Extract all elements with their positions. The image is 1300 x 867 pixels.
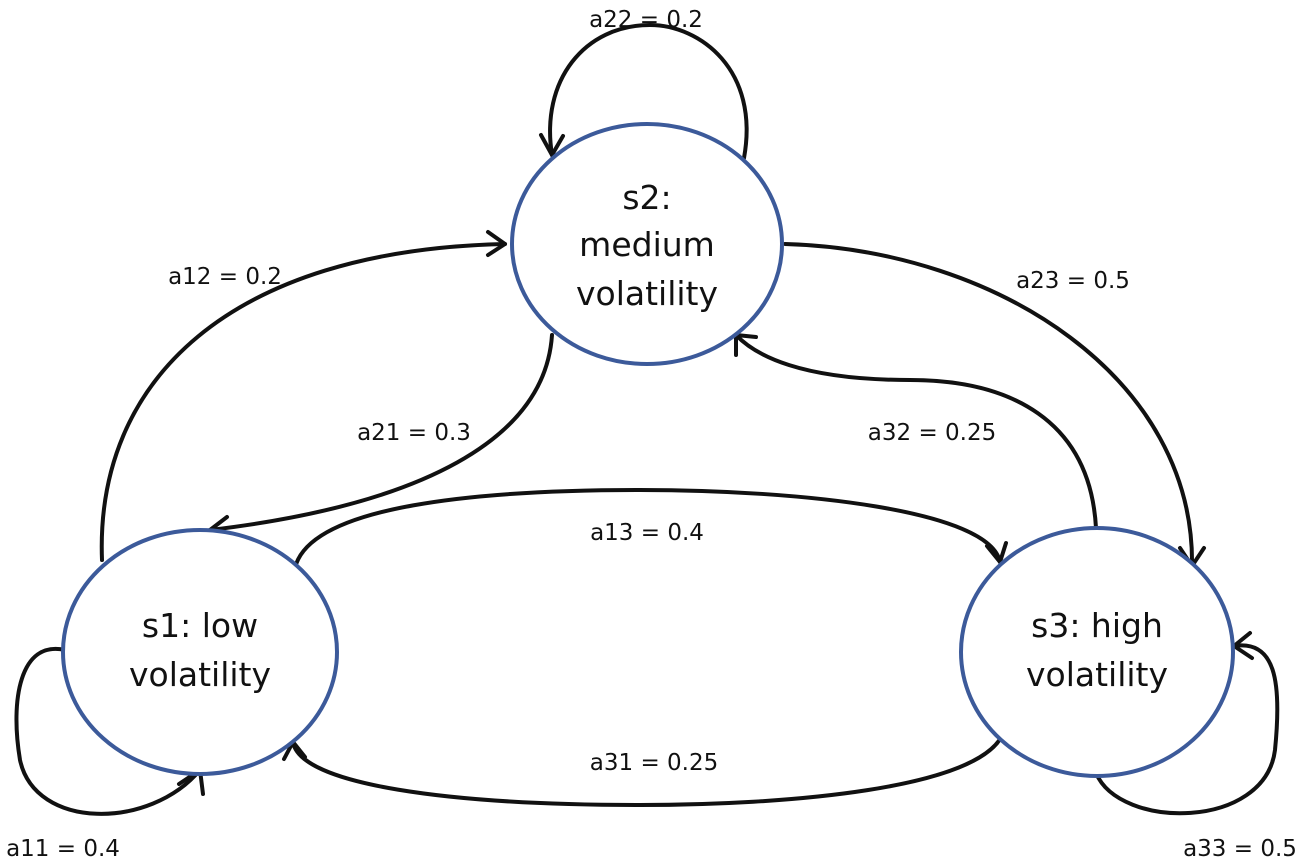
edge-a23 — [783, 242, 1206, 568]
label-a23: a23 = 0.5 — [1016, 268, 1130, 294]
state-s2: s2: medium volatility — [510, 122, 784, 366]
state-s2-label-line3: volatility — [576, 274, 718, 313]
label-a32: a32 = 0.25 — [868, 420, 996, 446]
state-s3: s3: high volatility — [959, 526, 1235, 778]
edge-a12 — [99, 230, 507, 562]
state-s2-circle — [510, 122, 784, 366]
label-a12: a12 = 0.2 — [168, 264, 282, 290]
edge-a13 — [293, 488, 1008, 570]
label-a11: a11 = 0.4 — [6, 836, 120, 862]
label-a33: a33 = 0.5 — [1183, 836, 1297, 862]
state-s3-circle — [959, 526, 1235, 778]
label-a31: a31 = 0.25 — [590, 750, 718, 776]
label-a13: a13 = 0.4 — [590, 520, 704, 546]
state-s2-label-line1: s2: — [622, 178, 671, 217]
edge-a22 — [539, 23, 749, 160]
state-s1-label-line2: volatility — [129, 655, 271, 694]
state-s3-label-line1: s3: high — [1031, 606, 1163, 645]
label-a22: a22 = 0.2 — [589, 7, 703, 33]
state-s3-label-line2: volatility — [1026, 655, 1168, 694]
state-s1-circle — [61, 528, 339, 776]
state-s2-label-line2: medium — [579, 225, 715, 264]
label-a21: a21 = 0.3 — [357, 420, 471, 446]
state-s1-label-line1: s1: low — [142, 606, 258, 645]
state-s1: s1: low volatility — [61, 528, 339, 776]
